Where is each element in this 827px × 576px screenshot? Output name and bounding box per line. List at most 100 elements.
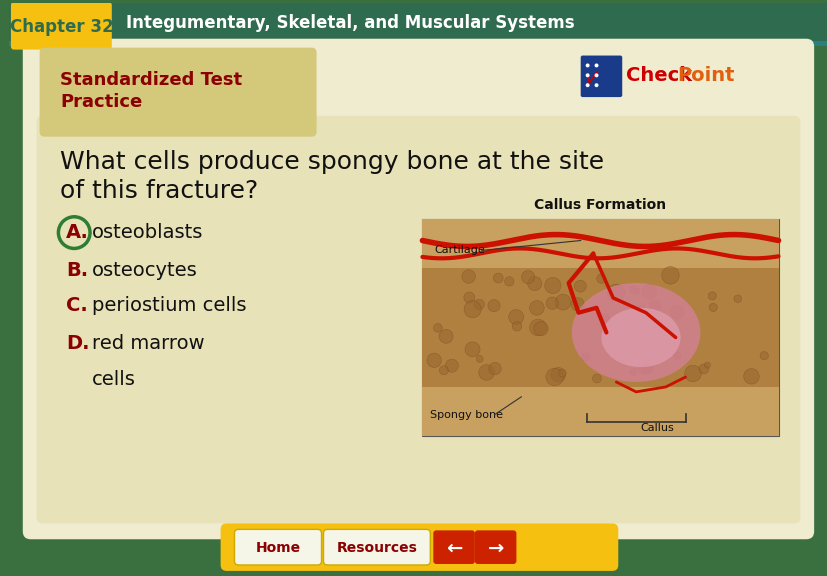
Circle shape — [670, 306, 683, 319]
Circle shape — [493, 273, 503, 283]
Text: Standardized Test: Standardized Test — [60, 71, 242, 89]
Text: Practice: Practice — [60, 93, 142, 111]
Ellipse shape — [600, 308, 680, 367]
Circle shape — [427, 353, 441, 367]
Circle shape — [487, 300, 500, 312]
Circle shape — [629, 368, 636, 375]
Circle shape — [461, 270, 475, 283]
FancyBboxPatch shape — [23, 39, 813, 539]
Circle shape — [474, 299, 484, 309]
FancyBboxPatch shape — [220, 524, 618, 571]
Circle shape — [599, 313, 608, 322]
Circle shape — [596, 274, 605, 283]
Circle shape — [581, 353, 589, 361]
Circle shape — [594, 73, 598, 77]
Circle shape — [653, 350, 662, 359]
Ellipse shape — [571, 283, 700, 382]
FancyBboxPatch shape — [11, 2, 112, 50]
FancyBboxPatch shape — [323, 529, 430, 565]
Circle shape — [640, 362, 652, 374]
Circle shape — [673, 352, 680, 359]
Circle shape — [585, 84, 589, 87]
FancyBboxPatch shape — [9, 3, 827, 41]
FancyBboxPatch shape — [36, 116, 800, 524]
Circle shape — [605, 316, 610, 322]
Text: A.: A. — [66, 223, 89, 242]
Text: C.: C. — [66, 296, 88, 315]
Circle shape — [614, 350, 626, 361]
FancyBboxPatch shape — [234, 529, 321, 565]
Circle shape — [476, 355, 482, 362]
Circle shape — [601, 333, 608, 340]
Circle shape — [438, 329, 452, 343]
Circle shape — [684, 365, 700, 382]
Text: Check: Check — [625, 66, 691, 85]
Circle shape — [504, 276, 514, 286]
Text: Cartilage: Cartilage — [434, 245, 485, 255]
Text: osteoblasts: osteoblasts — [92, 223, 203, 242]
Text: Point: Point — [676, 66, 734, 85]
Circle shape — [637, 358, 653, 374]
Circle shape — [743, 369, 758, 384]
Text: osteocytes: osteocytes — [92, 261, 198, 280]
Text: Spongy bone: Spongy bone — [430, 410, 503, 420]
Text: Home: Home — [255, 541, 300, 555]
Circle shape — [642, 285, 656, 299]
Circle shape — [633, 288, 639, 295]
Circle shape — [629, 286, 637, 294]
Circle shape — [638, 305, 644, 312]
Circle shape — [759, 351, 767, 360]
Text: Chapter 32: Chapter 32 — [10, 18, 113, 36]
Text: periostium cells: periostium cells — [92, 296, 246, 315]
Text: B.: B. — [66, 261, 88, 280]
Text: Callus Formation: Callus Formation — [533, 198, 666, 212]
Circle shape — [463, 292, 474, 303]
Circle shape — [550, 367, 565, 382]
Circle shape — [641, 327, 648, 334]
FancyBboxPatch shape — [474, 530, 516, 564]
FancyBboxPatch shape — [40, 48, 316, 137]
Text: Resources: Resources — [336, 541, 417, 555]
Circle shape — [478, 365, 494, 380]
Circle shape — [544, 278, 560, 294]
FancyBboxPatch shape — [433, 530, 474, 564]
FancyBboxPatch shape — [422, 219, 777, 268]
Circle shape — [439, 366, 448, 375]
Text: →: → — [487, 539, 503, 558]
FancyBboxPatch shape — [9, 41, 827, 46]
Circle shape — [648, 301, 661, 313]
Circle shape — [445, 359, 458, 372]
Circle shape — [571, 298, 584, 311]
Circle shape — [594, 63, 598, 67]
Text: ←: ← — [446, 539, 461, 558]
Circle shape — [463, 301, 480, 318]
Circle shape — [545, 368, 562, 386]
Circle shape — [529, 301, 543, 315]
Circle shape — [546, 297, 558, 309]
Text: Callus: Callus — [640, 423, 674, 434]
Circle shape — [704, 362, 710, 368]
Circle shape — [707, 292, 715, 300]
Circle shape — [465, 342, 480, 357]
Text: ✓: ✓ — [582, 69, 601, 89]
Circle shape — [433, 324, 442, 332]
Circle shape — [558, 369, 566, 377]
Circle shape — [527, 276, 541, 291]
Text: D.: D. — [66, 334, 89, 353]
Circle shape — [708, 304, 716, 312]
Circle shape — [585, 73, 589, 77]
Circle shape — [661, 267, 678, 284]
Circle shape — [733, 295, 741, 302]
FancyBboxPatch shape — [422, 219, 777, 437]
Text: red marrow: red marrow — [92, 334, 204, 353]
Text: Integumentary, Skeletal, and Muscular Systems: Integumentary, Skeletal, and Muscular Sy… — [126, 14, 574, 32]
Circle shape — [508, 309, 523, 324]
Circle shape — [554, 294, 571, 310]
Circle shape — [698, 364, 708, 374]
FancyBboxPatch shape — [422, 387, 777, 437]
Circle shape — [521, 271, 534, 284]
Circle shape — [594, 84, 598, 87]
Text: of this fracture?: of this fracture? — [60, 179, 258, 203]
Circle shape — [512, 321, 521, 331]
Circle shape — [533, 321, 547, 336]
